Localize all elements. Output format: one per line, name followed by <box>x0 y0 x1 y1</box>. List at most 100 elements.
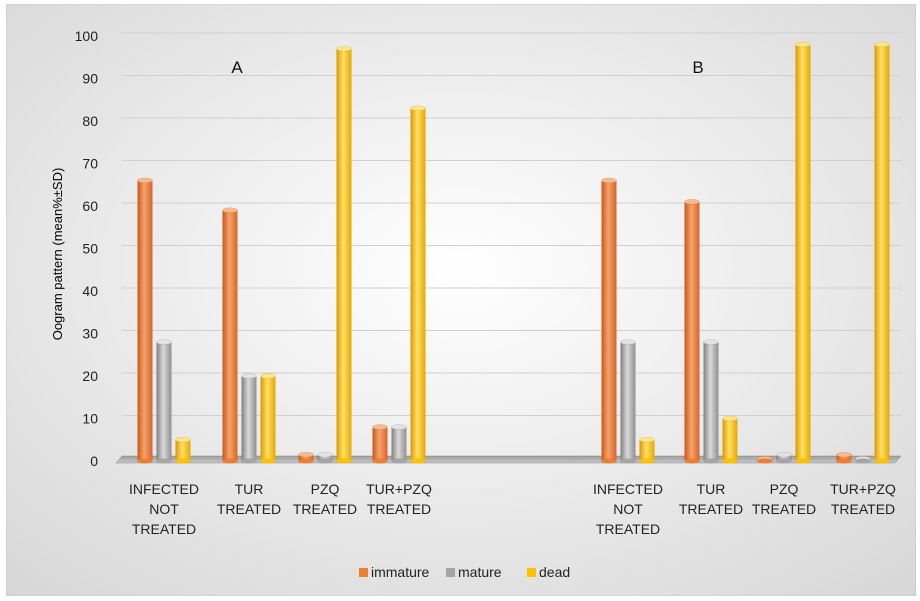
bar-base <box>156 458 172 464</box>
panel-label: A <box>231 58 243 77</box>
bar-body <box>175 439 191 461</box>
bar-body <box>372 427 388 461</box>
bar-dead <box>260 373 276 464</box>
x-category-label: TUR+PZQ TREATED <box>366 481 432 517</box>
bar-body <box>222 210 238 461</box>
bar-body <box>836 454 852 461</box>
bar-body <box>703 342 719 461</box>
bar-body <box>601 180 617 461</box>
bar-base <box>684 458 700 464</box>
bar-base <box>260 458 276 464</box>
bar-base <box>317 458 333 464</box>
x-category-label: PZQ TREATED <box>752 481 816 517</box>
bar-immature <box>684 199 700 464</box>
bar-mature <box>620 339 636 464</box>
x-category-label: INFECTED NOT TREATED <box>593 481 663 537</box>
bar-cap <box>722 415 738 422</box>
bar-cap <box>836 451 852 458</box>
bar-dead <box>639 437 655 464</box>
legend-item-immature: immature <box>359 564 430 580</box>
bar-cap <box>601 177 617 184</box>
bar-body <box>137 180 153 461</box>
bar-body <box>336 48 352 461</box>
bar-dead <box>722 415 738 464</box>
y-tick-label: 70 <box>82 156 98 172</box>
bar-immature <box>372 424 388 464</box>
y-axis-title: Oogram pattern (mean%±SD) <box>50 168 65 341</box>
legend-item-mature: mature <box>446 564 502 580</box>
bar-base <box>703 458 719 464</box>
y-tick-label: 20 <box>82 368 98 384</box>
bar-body <box>241 376 257 461</box>
bar-cap <box>684 199 700 205</box>
bar-cap <box>620 339 636 345</box>
y-axis: 0 10 20 30 40 50 60 70 80 90 100 <box>75 28 99 469</box>
bar-cap <box>776 451 792 458</box>
bar-immature <box>601 177 617 464</box>
bar-base <box>137 458 153 464</box>
bar-base <box>795 458 811 464</box>
y-tick-label: 0 <box>90 453 98 469</box>
bar-base <box>639 458 655 464</box>
bar-dead <box>874 41 890 464</box>
chart-background <box>5 3 917 597</box>
bar-base <box>391 458 407 464</box>
y-tick-label: 100 <box>75 28 99 44</box>
bar-cap <box>241 373 257 379</box>
bar-body <box>317 454 333 461</box>
x-category-label: PZQ TREATED <box>293 481 357 517</box>
bar-dead <box>410 105 426 464</box>
bar-mature <box>391 424 407 464</box>
bar-cap <box>874 41 890 48</box>
bar-cap <box>410 105 426 111</box>
bar-mature <box>156 339 172 464</box>
bar-cap <box>703 339 719 345</box>
chart-frame: 0 10 20 30 40 50 60 70 80 90 100 INFECTED NOT TREATE… <box>5 3 917 597</box>
bar-base <box>601 458 617 464</box>
bar-body <box>874 44 890 461</box>
bar-cap <box>298 451 314 458</box>
bar-mature <box>317 451 333 464</box>
legend: immature mature dead <box>359 564 570 580</box>
bar-base <box>372 458 388 464</box>
legend-label: mature <box>458 564 502 580</box>
legend-swatch <box>527 568 536 577</box>
bar-body <box>722 418 738 461</box>
bar-base <box>620 458 636 464</box>
legend-swatch <box>359 568 368 577</box>
bar-body <box>620 342 636 461</box>
y-tick-label: 10 <box>82 411 98 427</box>
bar-base <box>855 458 871 464</box>
bar-cap <box>175 437 191 443</box>
bar-base <box>757 458 773 464</box>
bar-dead <box>336 46 352 464</box>
bar-dead <box>795 41 811 464</box>
bar-base <box>722 458 738 464</box>
y-tick-label: 50 <box>82 241 98 257</box>
bar-body <box>298 454 314 461</box>
bar-base <box>836 458 852 464</box>
bar-cap <box>336 46 352 52</box>
x-category-label: INFECTED NOT TREATED <box>129 481 199 537</box>
oogram-chart: 0 10 20 30 40 50 60 70 80 90 100 INFECTED NOT TREATE… <box>5 3 917 597</box>
bar-mature <box>776 451 792 464</box>
legend-swatch <box>446 568 455 577</box>
bar-cap <box>372 424 388 430</box>
bar-body <box>776 454 792 461</box>
x-category-label: TUR+PZQ TREATED <box>830 481 896 517</box>
legend-label: immature <box>371 564 430 580</box>
bar-base <box>336 458 352 464</box>
bar-body <box>684 201 700 461</box>
bar-immature <box>757 456 773 464</box>
x-category-label: TUR TREATED <box>679 481 743 517</box>
y-tick-label: 90 <box>82 71 98 87</box>
bar-body <box>410 108 426 461</box>
panel-label: B <box>692 58 703 77</box>
bar-mature <box>241 373 257 464</box>
y-tick-label: 40 <box>82 283 98 299</box>
y-tick-label: 60 <box>82 198 98 214</box>
y-tick-label: 80 <box>82 113 98 129</box>
bar-mature <box>855 456 871 464</box>
bar-base <box>175 458 191 464</box>
bar-cap <box>222 207 238 213</box>
